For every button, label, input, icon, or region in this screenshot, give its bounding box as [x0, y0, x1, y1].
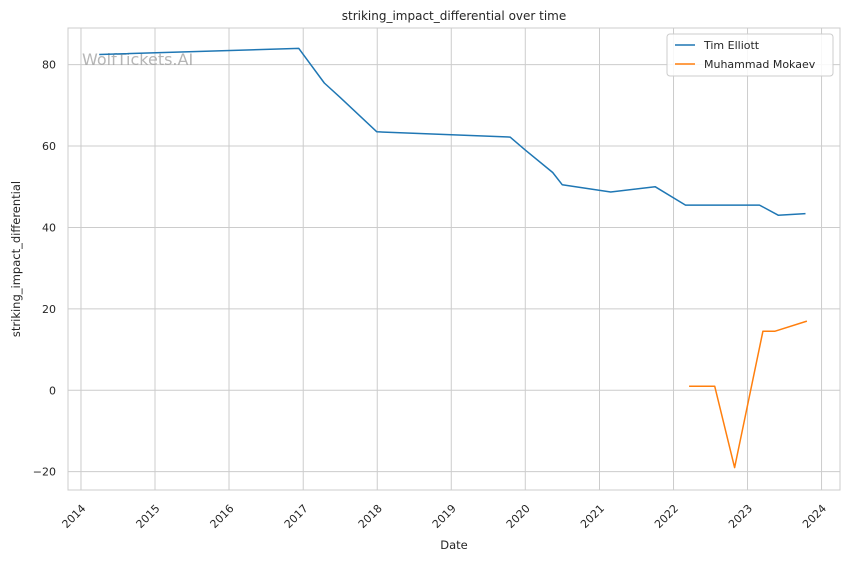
legend-entry: Muhammad Mokaev [704, 58, 816, 71]
plot-frame [67, 27, 841, 491]
y-tick-labels: −20 0 20 40 60 80 [33, 59, 56, 479]
legend: Tim Elliott Muhammad Mokaev [666, 33, 834, 77]
y-tick-label: 60 [42, 140, 56, 153]
series-line [99, 47, 806, 216]
series-tim-elliott [99, 47, 806, 216]
y-tick-label: −20 [33, 466, 56, 479]
series-muhammad-mokaev [689, 320, 808, 469]
y-axis-label: striking_impact_differential [9, 181, 23, 337]
chart-title: striking_impact_differential over time [342, 9, 567, 23]
legend-entry: Tim Elliott [703, 39, 760, 52]
y-tick-label: 20 [42, 303, 56, 316]
gridlines [68, 28, 840, 490]
plot-area [68, 28, 840, 490]
y-tick-label: 0 [49, 384, 56, 397]
series-layer [99, 47, 808, 469]
x-axis-label: Date [440, 538, 468, 552]
series-line [689, 320, 808, 469]
y-tick-label: 80 [42, 59, 56, 72]
y-tick-label: 40 [42, 221, 56, 234]
legend-box [666, 33, 834, 77]
